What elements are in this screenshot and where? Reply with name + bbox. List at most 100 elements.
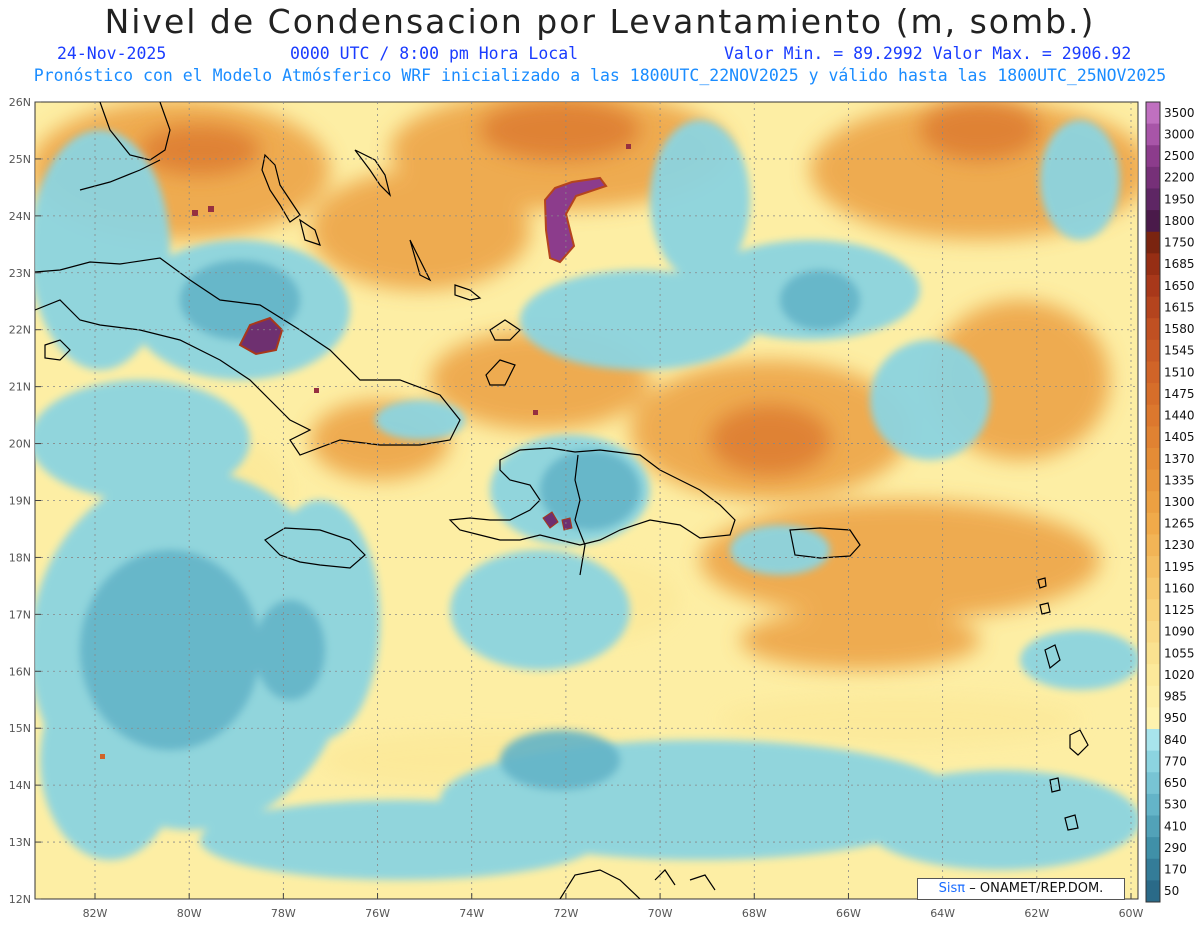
colorbar-swatch (1146, 188, 1160, 211)
colorbar-swatch (1146, 837, 1160, 860)
colorbar-swatch (1146, 404, 1160, 427)
colorbar-swatch (1146, 772, 1160, 795)
colorbar-swatch (1146, 253, 1160, 276)
lon-label: 82W (83, 907, 108, 920)
colorbar-label: 1650 (1164, 279, 1195, 293)
lon-label: 76W (365, 907, 390, 920)
colorbar-swatch (1146, 339, 1160, 362)
colorbar-label: 1300 (1164, 495, 1195, 509)
lat-label: 23N (9, 267, 31, 280)
colorbar-label: 770 (1164, 754, 1187, 768)
colorbar-label: 3500 (1164, 106, 1195, 120)
colorbar-label: 1405 (1164, 430, 1195, 444)
lon-label: 70W (648, 907, 673, 920)
colorbar-swatch (1146, 815, 1160, 838)
colorbar-label: 1125 (1164, 603, 1195, 617)
credit-text: – ONAMET/REP.DOM. (969, 881, 1104, 896)
credit-box: Sisπ – ONAMET/REP.DOM. (917, 878, 1125, 900)
lat-label: 25N (9, 153, 31, 166)
lon-label: 66W (836, 907, 861, 920)
colorbar-swatch (1146, 620, 1160, 644)
colorbar-swatch (1146, 512, 1160, 535)
lat-label: 15N (9, 722, 31, 735)
colorbar-label: 50 (1164, 884, 1179, 898)
colorbar-label: 1800 (1164, 214, 1195, 228)
lon-label: 78W (271, 907, 296, 920)
colorbar-label: 840 (1164, 733, 1187, 747)
colorbar-label: 1475 (1164, 387, 1195, 401)
lon-label: 62W (1024, 907, 1049, 920)
colorbar-swatch (1146, 685, 1160, 708)
colorbar-label: 985 (1164, 690, 1187, 704)
lcl-field (35, 102, 1138, 899)
colorbar-label: 290 (1164, 841, 1187, 855)
colorbar-swatch (1146, 102, 1160, 125)
lat-label: 12N (9, 893, 31, 906)
forecast-date: 24-Nov-2025 (57, 44, 167, 63)
colorbar-swatch (1146, 750, 1160, 773)
colorbar-swatch (1146, 729, 1160, 752)
colorbar-swatch (1146, 296, 1160, 319)
colorbar-label: 1370 (1164, 452, 1195, 466)
longitude-labels: 82W 80W 78W 76W 74W 72W 70W 68W 66W 64W 62W 60W (83, 893, 1144, 920)
colorbar-swatch (1146, 534, 1160, 557)
colorbar-label: 950 (1164, 711, 1187, 725)
colorbar-swatch (1146, 210, 1160, 233)
colorbar-label: 1090 (1164, 625, 1195, 639)
colorbar-swatch (1146, 447, 1160, 471)
colorbar-swatch (1146, 145, 1160, 168)
lat-label: 14N (9, 779, 31, 792)
lat-label: 22N (9, 324, 31, 337)
lon-label: 72W (553, 907, 578, 920)
colorbar-label: 1020 (1164, 668, 1195, 682)
colorbar-label: 1950 (1164, 192, 1195, 206)
max-lcl-spots (100, 144, 631, 759)
lat-label: 21N (9, 381, 31, 394)
colorbar-swatch (1146, 123, 1160, 146)
lon-label: 80W (177, 907, 202, 920)
colorbar-label: 1615 (1164, 300, 1195, 314)
forecast-time: 0000 UTC / 8:00 pm Hora Local (290, 44, 579, 63)
colorbar-label: 2200 (1164, 171, 1195, 185)
lat-label: 16N (9, 665, 31, 678)
colorbar: 3500 3000 2500 2200 1950 1800 1750 1685 1650 1615… (1145, 101, 1195, 903)
colorbar-swatch (1146, 707, 1160, 730)
colorbar-swatch (1146, 491, 1160, 514)
colorbar-swatch (1146, 318, 1160, 341)
colorbar-swatch (1146, 231, 1160, 254)
lon-label: 68W (742, 907, 767, 920)
sispi-logo: Sisπ (938, 881, 966, 896)
colorbar-label: 1440 (1164, 409, 1195, 423)
lat-label: 18N (9, 551, 31, 564)
colorbar-label: 3000 (1164, 127, 1195, 141)
colorbar-label: 1750 (1164, 236, 1195, 250)
lon-label: 64W (930, 907, 955, 920)
colorbar-swatch (1146, 361, 1160, 384)
colorbar-frame (1145, 101, 1161, 903)
colorbar-label: 1230 (1164, 538, 1195, 552)
colorbar-swatch (1146, 858, 1160, 881)
colorbar-swatch (1146, 383, 1160, 406)
forecast-info: Pronóstico con el Modelo Atmósferico WRF… (33, 66, 1167, 85)
colorbar-label: 2500 (1164, 149, 1195, 163)
map-title: Nivel de Condensacion por Levantamiento … (104, 2, 1096, 41)
lat-label: 19N (9, 495, 31, 508)
colorbar-label: 410 (1164, 819, 1187, 833)
colorbar-swatch (1146, 793, 1160, 817)
colorbar-swatch (1146, 642, 1160, 665)
lat-label: 26N (9, 96, 31, 109)
colorbar-label: 530 (1164, 798, 1187, 812)
colorbar-label: 1265 (1164, 517, 1195, 531)
graticule (35, 102, 1138, 899)
colorbar-swatch (1146, 599, 1160, 622)
colorbar-label: 1580 (1164, 322, 1195, 336)
colorbar-swatch (1146, 469, 1160, 492)
colorbar-label: 170 (1164, 863, 1187, 877)
colorbar-label: 1545 (1164, 344, 1195, 358)
lat-label: 24N (9, 210, 31, 223)
colorbar-swatch (1146, 556, 1160, 579)
colorbar-swatch (1146, 426, 1160, 449)
min-max-values: Valor Min. = 89.2992 Valor Max. = 2906.9… (724, 44, 1132, 63)
lat-label: 13N (9, 836, 31, 849)
